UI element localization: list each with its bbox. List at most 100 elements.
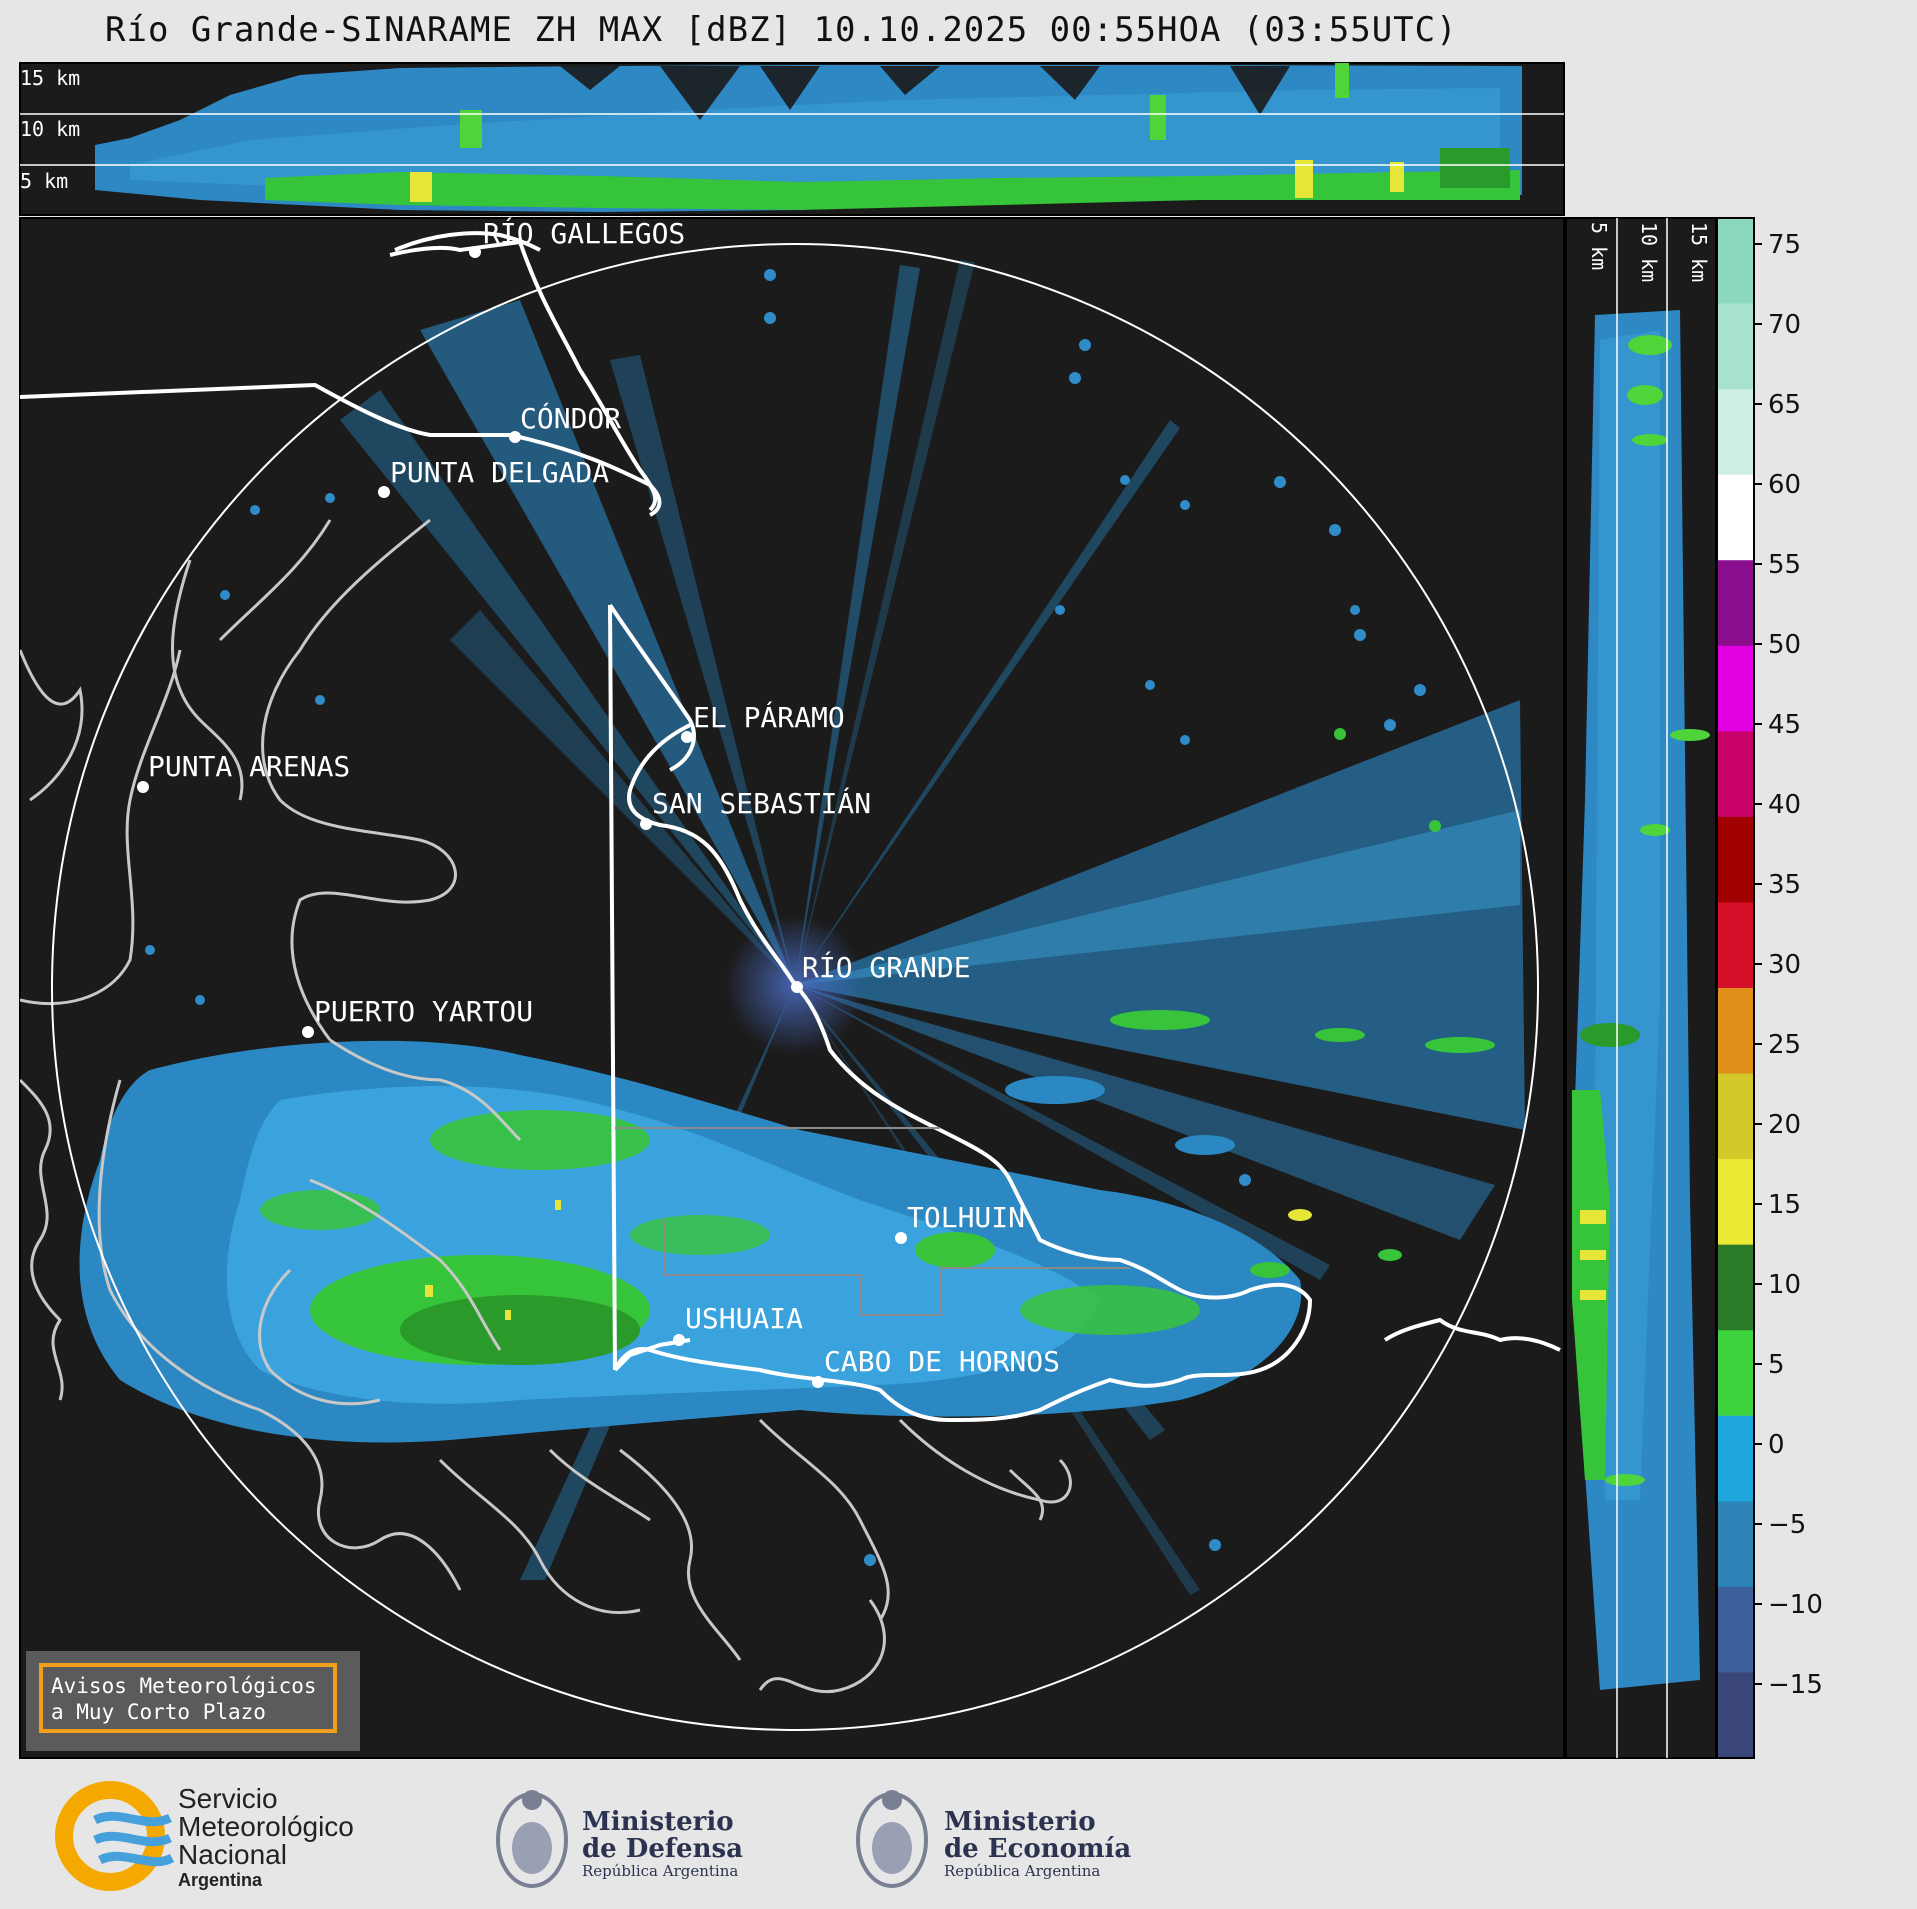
radar-map: RÍO GALLEGOS CÓNDOR PUNTA DELGADA EL PÁR…: [19, 216, 1565, 1759]
smn-line-3: Nacional: [178, 1839, 287, 1870]
coat-of-arms-icon: [496, 1790, 568, 1888]
colorbar-tick-label: 50: [1768, 630, 1801, 660]
colorbar-tick-label: −15: [1768, 1670, 1823, 1700]
place-labels: RÍO GALLEGOS CÓNDOR PUNTA DELGADA EL PÁR…: [148, 216, 1060, 1378]
top-alt-label-15: 15 km: [20, 66, 80, 90]
defensa-logo: Ministerio de Defensa República Argentin…: [496, 1790, 743, 1888]
colorbar-tick-label: 30: [1768, 950, 1801, 980]
alert-line-1: Avisos Meteorológicos: [51, 1674, 317, 1698]
colorbar-tick-label: −5: [1768, 1510, 1806, 1540]
marker-punta-delgada: [378, 486, 390, 498]
marker-rio-grande: [791, 981, 803, 993]
top-alt-label-10: 10 km: [20, 117, 80, 141]
alert-box-frame: Avisos Meteorológicos a Muy Corto Plazo: [39, 1663, 337, 1733]
top-echo-profile: [95, 63, 1522, 212]
marker-punta-arenas: [137, 781, 149, 793]
colorbar-swatch: [1717, 1330, 1754, 1417]
label-punta-delgada: PUNTA DELGADA: [390, 456, 609, 489]
alert-line-2: a Muy Corto Plazo: [51, 1700, 266, 1724]
province-lines: [615, 1127, 1130, 1316]
label-san-sebastian: SAN SEBASTIÁN: [652, 786, 871, 820]
marker-rio-gallegos: [469, 246, 481, 258]
label-cabo-de-hornos: CABO DE HORNOS: [824, 1345, 1060, 1378]
colorbar-swatch: [1717, 1159, 1754, 1246]
colorbar-swatch: [1717, 1672, 1754, 1759]
side-cross-section-panel: 5 km 10 km 15 km: [1565, 217, 1717, 1759]
colorbar-tick-label: 40: [1768, 790, 1801, 820]
colorbar-tick-label: 15: [1768, 1190, 1801, 1220]
alert-box[interactable]: Avisos Meteorológicos a Muy Corto Plazo: [26, 1651, 360, 1751]
label-condor: CÓNDOR: [520, 401, 621, 435]
marker-ushuaia: [673, 1334, 685, 1346]
defensa-line-1: Ministerio: [582, 1807, 734, 1837]
colorbar-swatch: [1717, 731, 1754, 818]
marker-condor: [509, 431, 521, 443]
label-ushuaia: USHUAIA: [685, 1302, 803, 1335]
colorbar-swatch: [1717, 1586, 1754, 1673]
marker-tolhuin: [895, 1232, 907, 1244]
label-punta-arenas: PUNTA ARENAS: [148, 750, 350, 783]
colorbar-tick-label: 0: [1768, 1430, 1785, 1460]
economia-line-2: de Economía: [944, 1834, 1131, 1864]
precipitation-field: [79, 1010, 1495, 1443]
colorbar-tick-label: 20: [1768, 1110, 1801, 1140]
colorbar-swatch: [1717, 816, 1754, 903]
label-tolhuin: TOLHUIN: [907, 1201, 1025, 1234]
colorbar-tick-label: 10: [1768, 1270, 1801, 1300]
colorbar-swatch: [1717, 474, 1754, 561]
map-title: Río Grande-SINARAME ZH MAX [dBZ] 10.10.2…: [105, 10, 1458, 50]
colorbar-tick-label: −10: [1768, 1590, 1823, 1620]
smn-line-1: Servicio: [178, 1783, 278, 1814]
colorbar-swatch: [1717, 389, 1754, 476]
economia-line-3: República Argentina: [944, 1862, 1100, 1880]
colorbar-swatch: [1717, 1415, 1754, 1502]
scattered-echoes: [145, 269, 1426, 1566]
marker-san-sebastian: [640, 818, 652, 830]
colorbar-tick-label: 45: [1768, 710, 1801, 740]
colorbar-swatch: [1717, 1244, 1754, 1331]
top-cross-section-panel: 15 km 10 km 5 km: [19, 62, 1565, 216]
smn-line-2: Meteorológico: [178, 1811, 354, 1842]
side-alt-label-15: 15 km: [1687, 222, 1711, 282]
place-markers: [137, 246, 907, 1388]
colorbar-tick-label: 75: [1768, 230, 1801, 260]
smn-sun-icon: [55, 1781, 165, 1891]
top-alt-label-5: 5 km: [20, 169, 68, 193]
green-dot-echoes: [1334, 728, 1441, 832]
colorbar-tick-label: 35: [1768, 870, 1801, 900]
colorbar-swatch: [1717, 988, 1754, 1075]
colorbar-swatch: [1717, 1073, 1754, 1160]
colorbar-swatch: [1717, 902, 1754, 989]
side-alt-label-10: 10 km: [1637, 222, 1661, 282]
borders: [20, 231, 1561, 1423]
colorbar-swatch: [1717, 303, 1754, 390]
colorbar-tick-label: 70: [1768, 310, 1801, 340]
colorbar-tick-label: 5: [1768, 1350, 1785, 1380]
colorbar-swatch: [1717, 1501, 1754, 1588]
label-rio-gallegos: RÍO GALLEGOS: [483, 216, 685, 250]
colorbar-swatches: [1717, 218, 1754, 1759]
smn-logo: Servicio Meteorológico Nacional Argentin…: [55, 1781, 354, 1891]
colorbar-swatch: [1717, 560, 1754, 647]
coastlines: [20, 518, 1072, 1694]
radar-range-ring: [51, 243, 1539, 1731]
colorbar-tick-label: 65: [1768, 390, 1801, 420]
marker-puerto-yartou: [302, 1026, 314, 1038]
marker-cabo-de-hornos: [812, 1376, 824, 1388]
coat-of-arms-icon: [856, 1790, 928, 1888]
colorbar-tick-label: 55: [1768, 550, 1801, 580]
colorbar-swatch: [1717, 218, 1754, 305]
label-el-paramo: EL PÁRAMO: [693, 700, 845, 734]
label-puerto-yartou: PUERTO YARTOU: [314, 995, 533, 1028]
colorbar-swatch: [1717, 645, 1754, 732]
side-alt-label-5: 5 km: [1587, 222, 1611, 270]
colorbar-tick-label: 60: [1768, 470, 1801, 500]
economia-line-1: Ministerio: [944, 1807, 1096, 1837]
label-rio-grande: RÍO GRANDE: [802, 950, 971, 984]
smn-line-4: Argentina: [178, 1870, 263, 1890]
colorbar-tick-label: 25: [1768, 1030, 1801, 1060]
defensa-line-3: República Argentina: [582, 1862, 738, 1880]
